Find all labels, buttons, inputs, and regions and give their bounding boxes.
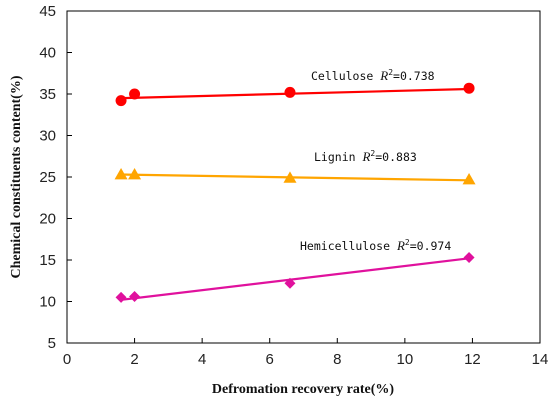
x-tick-label: 12: [464, 351, 481, 368]
cellulose-point: [284, 86, 296, 98]
series-lignin: [114, 168, 476, 185]
x-tick-labels: 0 2 4 6 8 10 12 14: [63, 351, 549, 368]
x-tick-label: 8: [333, 351, 341, 368]
x-tick-label: 10: [397, 351, 414, 368]
lignin-point: [114, 168, 128, 180]
y-tick-label: 40: [39, 45, 56, 62]
lignin-point: [462, 172, 476, 185]
cellulose-point: [129, 88, 141, 100]
ticks: [66, 10, 541, 344]
x-tick-label: 0: [63, 351, 71, 368]
hemicellulose-point: [284, 277, 296, 289]
series-layer: [114, 82, 476, 303]
series-cellulose: [115, 82, 475, 107]
hemicellulose-r2-label: Hemicellulose R2=0.974: [300, 238, 451, 253]
y-tick-labels: 5 10 15 20 25 30 35 40 45: [39, 3, 56, 352]
hemicellulose-point: [463, 252, 475, 264]
x-tick-label: 14: [532, 351, 549, 368]
y-axis-title: Chemical constituents content(%): [9, 75, 24, 278]
hemicellulose-point: [115, 291, 127, 303]
y-tick-label: 30: [39, 128, 56, 145]
y-tick-label: 35: [39, 86, 56, 103]
lignin-trendline: [121, 173, 470, 182]
y-tick-label: 10: [39, 294, 56, 311]
cellulose-point: [115, 95, 127, 107]
x-axis-title: Defromation recovery rate(%): [212, 382, 395, 397]
y-tick-label: 25: [39, 169, 56, 186]
y-tick-label: 15: [39, 252, 56, 269]
annotations: Cellulose R2=0.738 Lignin R2=0.883 Hemicel…: [300, 68, 451, 253]
y-tick-label: 5: [48, 335, 56, 352]
hemicellulose-trendline: [120, 257, 470, 301]
x-tick-label: 2: [130, 351, 138, 368]
x-tick-label: 6: [266, 351, 274, 368]
y-tick-label: 45: [39, 3, 56, 20]
y-tick-label: 20: [39, 211, 56, 228]
hemicellulose-point: [129, 291, 141, 303]
cellulose-r2-label: Cellulose R2=0.738: [311, 68, 435, 83]
lignin-point: [283, 171, 297, 183]
lignin-r2-label: Lignin R2=0.883: [314, 149, 417, 164]
series-hemicellulose: [115, 252, 475, 303]
cellulose-point: [463, 82, 475, 94]
lignin-point: [128, 168, 142, 180]
x-tick-label: 4: [198, 351, 206, 368]
